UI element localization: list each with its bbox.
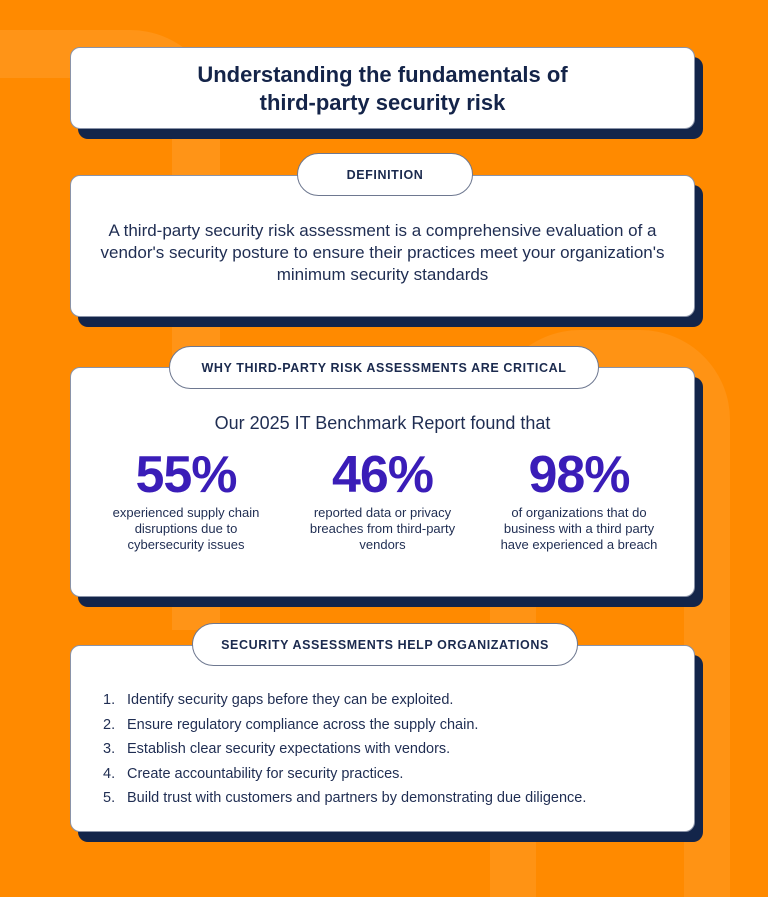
help-card: 1. Identify security gaps before they can… <box>70 645 703 842</box>
list-text: Identify security gaps before they can b… <box>127 692 454 708</box>
stat-item: 55% experienced supply chain disruptions… <box>101 448 271 553</box>
stats-row: 55% experienced supply chain disruptions… <box>71 448 694 553</box>
list-number: 2. <box>103 716 116 733</box>
help-card-body: 1. Identify security gaps before they can… <box>70 645 695 832</box>
help-label: SECURITY ASSESSMENTS HELP ORGANIZATIONS <box>192 623 578 666</box>
title-card-body: Understanding the fundamentals of third-… <box>70 47 695 129</box>
list-text: Establish clear security expectations wi… <box>127 741 451 757</box>
list-number: 5. <box>103 790 116 806</box>
title-line-2: third-party security risk <box>259 90 506 115</box>
title-line-1: Understanding the fundamentals of <box>197 62 568 87</box>
list-number: 1. <box>103 692 116 708</box>
list-item: 5. Build trust with customers and partner… <box>103 786 694 811</box>
why-lead-text: Our 2025 IT Benchmark Report found that <box>214 413 551 433</box>
why-card: Our 2025 IT Benchmark Report found that … <box>70 367 703 607</box>
list-text: Build trust with customers and partners … <box>127 790 587 806</box>
why-label: WHY THIRD-PARTY RISK ASSESSMENTS ARE CRI… <box>169 346 599 389</box>
list-item: 4. Create accountability for security pra… <box>103 762 694 787</box>
stat-value: 55% <box>135 446 237 504</box>
list-item: 3. Establish clear security expectations … <box>103 737 694 762</box>
why-card-body: Our 2025 IT Benchmark Report found that … <box>70 367 695 597</box>
definition-text: A third-party security risk assessment i… <box>100 221 665 284</box>
definition-card: A third-party security risk assessment i… <box>70 175 703 327</box>
stat-item: 46% reported data or privacy breaches fr… <box>298 448 468 553</box>
stat-description: of organizations that do business with a… <box>500 505 658 552</box>
stat-value: 46% <box>331 446 434 504</box>
list-number: 3. <box>103 741 116 757</box>
list-text: Create accountability for security pract… <box>127 765 404 782</box>
list-item: 2. Ensure regulatory compliance across th… <box>103 713 694 738</box>
list-item: 1. Identify security gaps before they can… <box>103 688 694 713</box>
title-card: Understanding the fundamentals of third-… <box>70 47 703 139</box>
stat-value: 98% <box>528 446 630 504</box>
list-text: Ensure regulatory compliance across the … <box>127 716 479 733</box>
stat-item: 98% of organizations that do business wi… <box>494 448 664 553</box>
help-list: 1. Identify security gaps before they can… <box>71 646 694 811</box>
stat-description: experienced supply chain disruptions due… <box>112 505 260 552</box>
definition-card-body: A third-party security risk assessment i… <box>70 175 695 317</box>
page-title: Understanding the fundamentals of third-… <box>71 48 694 117</box>
definition-label: DEFINITION <box>297 153 473 196</box>
list-number: 4. <box>103 765 116 782</box>
stat-description: reported data or privacy breaches from t… <box>309 505 456 552</box>
